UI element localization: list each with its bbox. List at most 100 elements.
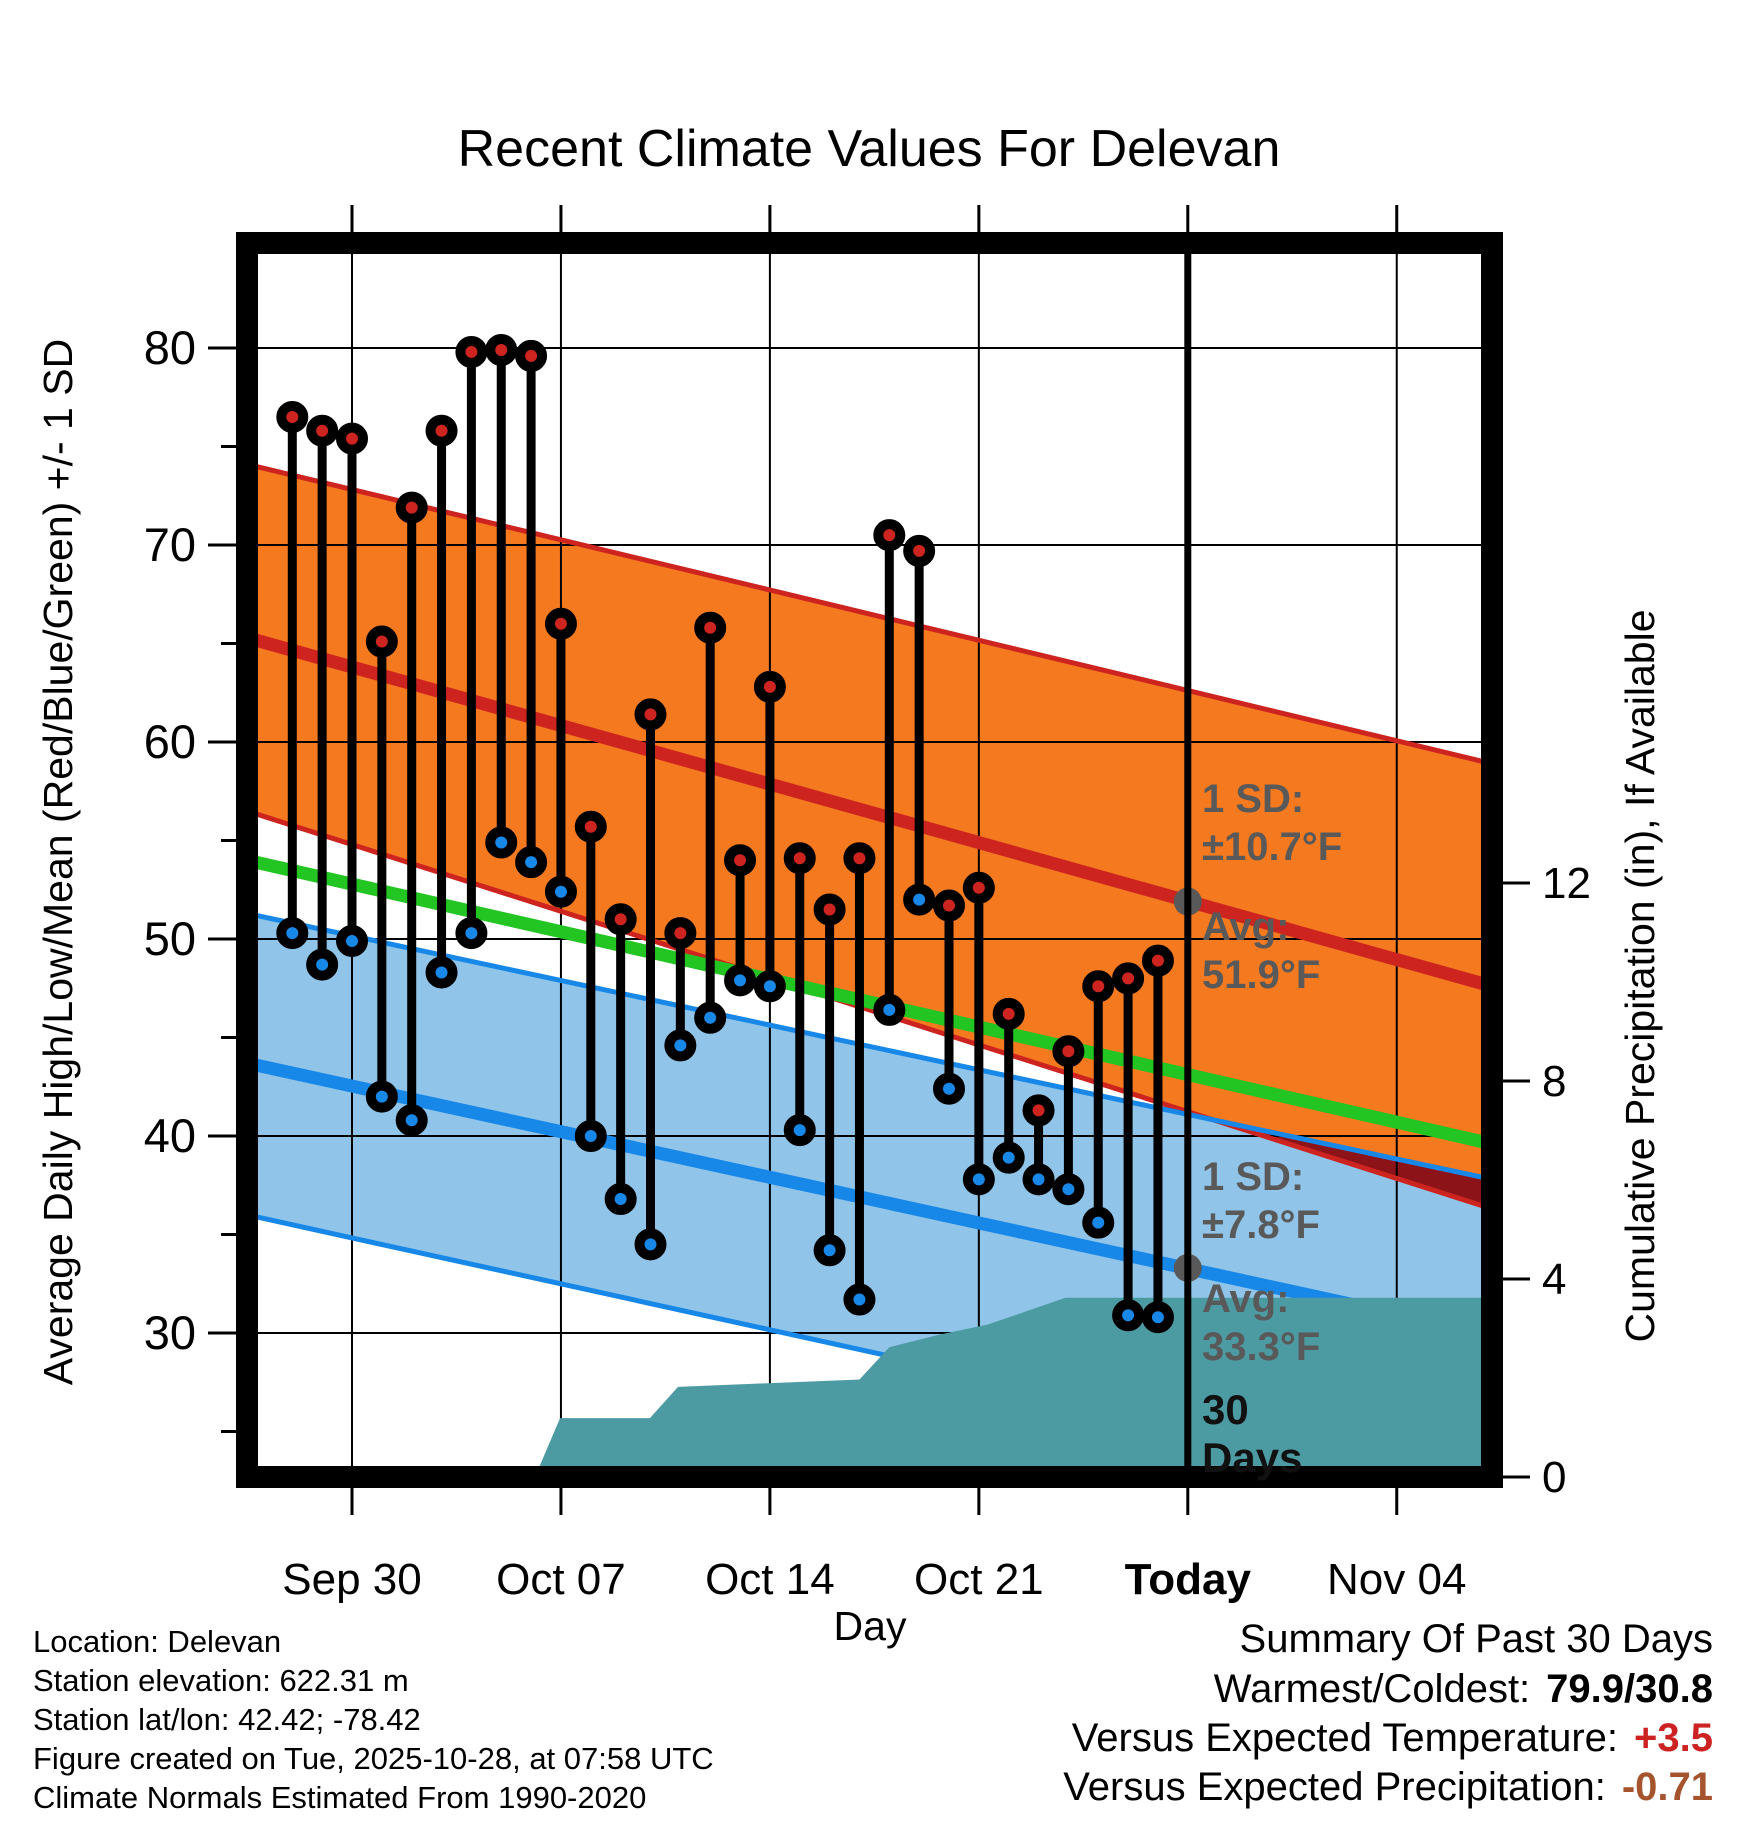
daily-low-dot	[306, 948, 339, 981]
low-sd-annotation-line1: 1 SD:	[1202, 1155, 1304, 1199]
high-sd-annotation-line1: 1 SD:	[1202, 777, 1304, 821]
window-days-annotation-line2: Days	[1202, 1434, 1302, 1481]
daily-low-dot	[515, 846, 548, 879]
x-axis-title: Day	[834, 1603, 907, 1649]
daily-high-dot	[664, 917, 697, 950]
x-tick-label: Oct 07	[496, 1555, 626, 1604]
daily-high-dot	[873, 519, 906, 552]
daily-low-dot	[1082, 1206, 1115, 1239]
daily-low-dot	[365, 1080, 398, 1113]
daily-low-dot	[873, 993, 906, 1026]
y-left-tick-label: 50	[144, 912, 196, 965]
summary-vs-temperature-value: +3.5	[1634, 1716, 1713, 1760]
x-tick-label: Sep 30	[282, 1555, 421, 1604]
y-left-axis-title: Average Daily High/Low/Mean (Red/Blue/Gr…	[35, 339, 81, 1385]
footer-elevation: Station elevation: 622.31 m	[33, 1663, 409, 1698]
normal-lines	[247, 461, 1492, 1477]
high-band-top-edge	[247, 461, 1492, 767]
window-days-annotation-line1: 30	[1202, 1386, 1249, 1433]
summary-warmest-coldest-value: 79.9/30.8	[1546, 1667, 1713, 1711]
y-left-tick-label: 80	[144, 321, 196, 374]
summary-warmest-coldest: Warmest/Coldest: 79.9/30.8	[1214, 1667, 1713, 1711]
daily-low-dot	[1141, 1301, 1174, 1334]
daily-low-dot	[753, 970, 786, 1003]
daily-low-dot	[694, 1001, 727, 1034]
avg-low-normal-line	[247, 1056, 1492, 1342]
daily-low-dot	[724, 964, 757, 997]
daily-low-dot	[933, 1072, 965, 1105]
daily-high-dot	[933, 889, 965, 922]
y-right-tick-label: 4	[1542, 1255, 1566, 1304]
daily-low-dot	[485, 826, 518, 859]
x-tick-label: Nov 04	[1327, 1555, 1466, 1604]
daily-high-dot	[1052, 1035, 1085, 1068]
daily-high-dot	[843, 842, 876, 875]
avg-high-normal-line	[247, 631, 1492, 993]
daily-high-dot	[634, 698, 667, 731]
y-left-tick-label: 70	[144, 518, 196, 571]
summary-vs-precipitation: Versus Expected Precipitation: -0.71	[1063, 1765, 1713, 1809]
daily-high-dot	[395, 491, 428, 524]
y-right-tick-label: 12	[1542, 859, 1591, 908]
daily-high-dot	[604, 903, 637, 936]
daily-high-dot	[694, 611, 727, 644]
high-avg-annotation-line2: 51.9°F	[1202, 953, 1320, 997]
high-avg-annotation-line1: Avg:	[1202, 905, 1289, 949]
low-avg-annotation-line1: Avg:	[1202, 1277, 1289, 1321]
daily-low-dot	[664, 1029, 697, 1062]
daily-low-dot	[1112, 1299, 1145, 1332]
y-right-axis-title: Cumulative Precipitation (in), If Availa…	[1617, 609, 1663, 1342]
daily-low-dot	[574, 1120, 607, 1152]
daily-high-dot	[336, 422, 368, 455]
daily-high-dot	[783, 842, 816, 875]
footer-created: Figure created on Tue, 2025-10-28, at 07…	[33, 1741, 714, 1776]
mean-normal-line	[247, 853, 1492, 1151]
daily-high-dot	[365, 625, 398, 658]
plot-frame	[236, 232, 1503, 1488]
daily-low-dot	[455, 917, 488, 950]
summary-vs-temperature-label: Versus Expected Temperature:	[1072, 1716, 1618, 1760]
daily-low-dot	[843, 1283, 876, 1316]
low-avg-annotation-line2: 33.3°F	[1202, 1325, 1320, 1369]
daily-high-dot	[515, 339, 548, 372]
daily-low-dot	[962, 1163, 995, 1196]
y-right-tick-label: 0	[1542, 1453, 1566, 1502]
daily-high-dot	[544, 607, 577, 640]
summary-vs-precipitation-value: -0.71	[1622, 1765, 1713, 1809]
plot-border	[236, 232, 1503, 1488]
x-tick-label: Oct 21	[914, 1555, 1044, 1604]
daily-low-dot	[1022, 1163, 1055, 1196]
summary-vs-precipitation-label: Versus Expected Precipitation:	[1063, 1765, 1606, 1809]
chart-title: Recent Climate Values For Delevan	[458, 120, 1281, 178]
daily-high-dot	[903, 534, 936, 567]
daily-high-dot	[992, 997, 1025, 1030]
daily-high-low-stems	[276, 333, 1174, 1334]
daily-high-dot	[574, 810, 607, 843]
daily-high-dot	[1082, 970, 1115, 1003]
footer-latlon: Station lat/lon: 42.42; -78.42	[33, 1702, 421, 1737]
daily-low-dot	[336, 924, 368, 957]
low-band-top-edge	[247, 910, 1492, 1182]
daily-low-dot	[604, 1183, 637, 1216]
daily-high-dot	[425, 414, 458, 447]
daily-high-dot	[1112, 962, 1145, 995]
low-sd-annotation-line2: ±7.8°F	[1202, 1203, 1320, 1247]
daily-high-dot	[1022, 1094, 1055, 1127]
daily-low-dot	[544, 875, 577, 908]
y-right-tick-label: 8	[1542, 1057, 1566, 1106]
daily-low-dot	[395, 1104, 428, 1137]
summary-vs-temperature: Versus Expected Temperature: +3.5	[1072, 1716, 1713, 1760]
high-sd-annotation-line2: ±10.7°F	[1202, 825, 1342, 869]
footer-normals: Climate Normals Estimated From 1990-2020	[33, 1780, 646, 1815]
daily-low-dot	[992, 1141, 1025, 1174]
precip-area	[534, 1297, 1492, 1477]
daily-low-dot	[813, 1234, 846, 1267]
daily-low-dot	[634, 1228, 667, 1261]
y-left-tick-label: 60	[144, 715, 196, 768]
daily-low-dot	[1052, 1173, 1085, 1206]
cumulative-precip-area	[534, 1297, 1492, 1477]
summary-warmest-coldest-label: Warmest/Coldest:	[1214, 1667, 1530, 1711]
daily-high-dot	[1141, 944, 1174, 977]
daily-high-dot	[962, 871, 995, 904]
